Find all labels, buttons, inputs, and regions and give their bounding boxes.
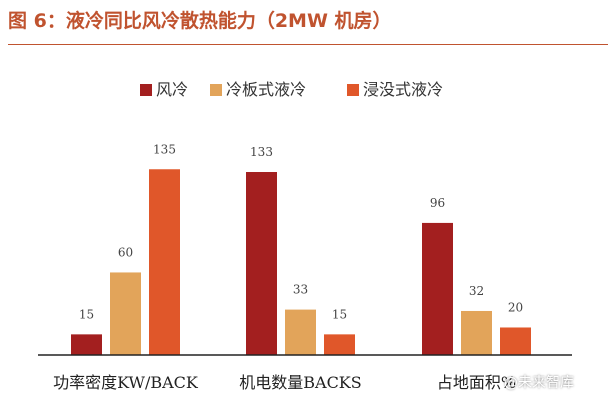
data-label-1-2: 60: [118, 245, 133, 259]
bar-1-2: [110, 272, 141, 355]
bar-3-2: [461, 310, 492, 355]
data-label-2-3: 15: [332, 307, 347, 321]
data-label-3-3: 20: [508, 300, 523, 314]
legend-label-1: 风冷: [156, 80, 188, 99]
bar-3-3: [500, 327, 531, 355]
legend-label-3: 浸没式液冷: [363, 80, 443, 99]
legend-swatch-1: [140, 84, 152, 96]
data-label-2-1: 133: [250, 145, 273, 159]
data-label-3-1: 96: [430, 196, 445, 210]
title-divider: [8, 44, 608, 45]
data-label-1-3: 135: [153, 142, 176, 156]
category-label-3: 占地面积%: [437, 373, 516, 392]
bar-1-1: [71, 334, 102, 355]
legend-swatch-2: [210, 84, 222, 96]
bar-1-3: [149, 169, 180, 355]
data-label-2-2: 33: [293, 283, 308, 297]
bar-2-1: [246, 172, 277, 355]
watermark: @未来智库: [504, 375, 574, 391]
bar-2-3: [324, 334, 355, 355]
legend-swatch-3: [347, 84, 359, 96]
figure-title: 图 6：液冷同比风冷散热能力（2MW 机房）: [8, 10, 392, 32]
data-label-1-1: 15: [79, 307, 94, 321]
bar-3-1: [422, 222, 453, 355]
category-label-2: 机电数量BACKS: [239, 373, 361, 392]
data-label-3-2: 32: [469, 284, 484, 298]
bar-2-2: [285, 309, 316, 355]
legend-label-2: 冷板式液冷: [226, 80, 306, 99]
category-label-1: 功率密度KW/BACK: [53, 373, 199, 392]
